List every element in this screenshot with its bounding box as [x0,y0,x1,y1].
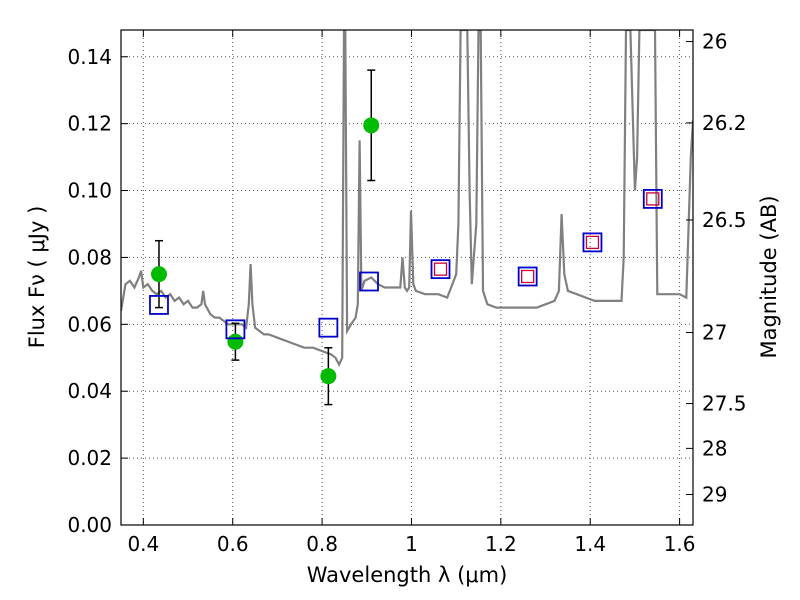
y-tick-label: 0.06 [67,312,112,336]
y-axis-ticks: 0.00 0.02 0.04 0.06 0.08 0.10 0.12 0.14 [67,45,128,537]
magnitude-axis-ticks: 26 26.2 26.5 27 27.5 28 29 [686,30,747,506]
model-spectrum-group [121,30,693,367]
x-tick-label: 1.4 [574,532,606,556]
y-tick-label: 0.04 [67,379,112,403]
plot-frame [120,29,694,526]
synthetic-point [517,266,538,287]
y-tick-label: 0.12 [67,112,112,136]
magnitude-tick-label: 27 [702,321,727,345]
x-tick-label: 0.8 [306,532,338,556]
observed-point [320,368,337,385]
synthetic-point [582,232,603,253]
synthetic-point [225,319,246,340]
x-tick-label: 1.6 [664,532,696,556]
x-axis-ticks: 0.4 0.6 0.8 1 1.2 1.4 1.6 [127,30,696,556]
inner-point [646,192,660,206]
x-tick-label: 1.2 [485,532,517,556]
synthetic-points-group [149,189,663,340]
y-tick-label: 0.10 [67,179,112,203]
observed-point [150,266,167,283]
inner-points-group [433,192,660,284]
magnitude-tick-label: 26.2 [702,111,747,135]
synthetic-point [642,189,663,209]
observed-point [227,333,244,350]
inner-point [521,269,535,284]
observed-point [363,117,380,134]
inner-point [433,262,448,276]
x-tick-label: 0.4 [127,532,159,556]
y-tick-label: 0.02 [67,446,112,470]
synthetic-point [359,271,379,292]
magnitude-tick-label: 28 [702,436,727,460]
magnitude-axis-label: Magnitude (AB) [757,195,781,358]
magnitude-tick-label: 26.5 [702,208,747,232]
plot-background [121,30,693,525]
y-tick-label: 0.08 [67,245,112,269]
y-axis-label: Flux Fν ( μJy ) [25,206,49,349]
synthetic-point [318,317,339,338]
x-tick-label: 1 [405,532,418,556]
synthetic-point [430,259,451,280]
y-tick-label: 0.14 [67,45,112,69]
x-tick-label: 0.6 [217,532,249,556]
magnitude-tick-label: 29 [702,482,727,506]
model-spectrum-line [121,30,693,367]
synthetic-point [149,295,169,315]
inner-point [585,235,600,250]
y-tick-label: 0.00 [67,513,112,537]
magnitude-tick-label: 26 [702,30,727,54]
x-axis-label: Wavelength λ (μm) [307,563,508,587]
magnitude-tick-label: 27.5 [702,392,747,416]
